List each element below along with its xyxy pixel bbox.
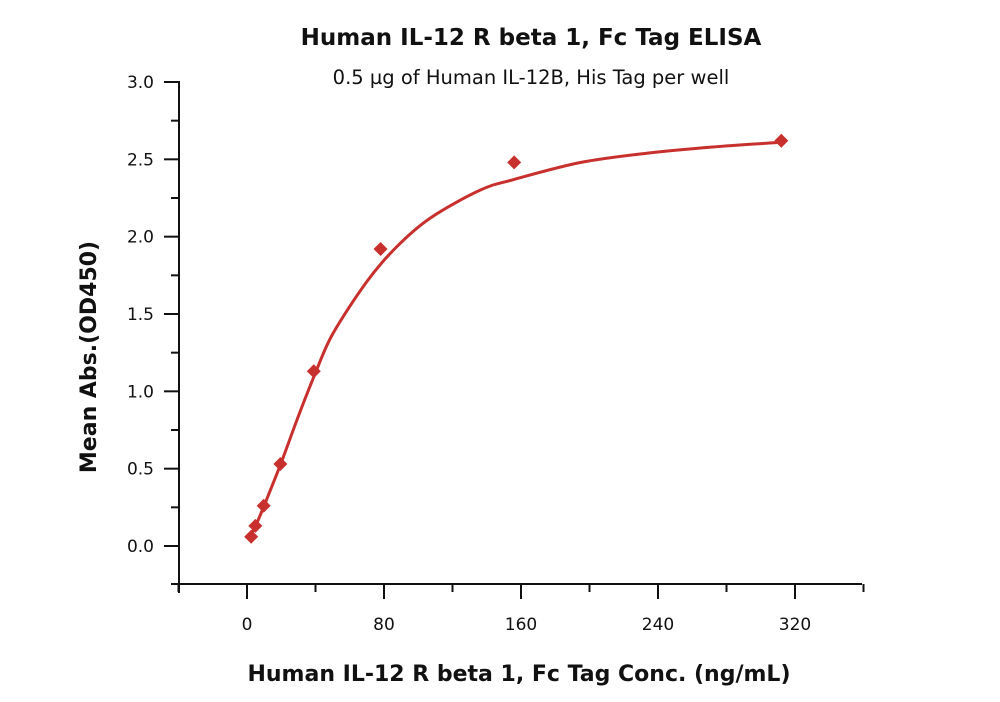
data-points bbox=[244, 133, 789, 544]
y-tick-label: 0.0 bbox=[127, 537, 154, 557]
x-tick-label: 240 bbox=[642, 615, 674, 635]
y-tick-label: 2.5 bbox=[127, 150, 154, 170]
y-tick-label: 0.5 bbox=[127, 460, 154, 480]
chart-title: Human IL-12 R beta 1, Fc Tag ELISA bbox=[301, 25, 762, 51]
data-point-diamond bbox=[306, 364, 321, 379]
y-axis: 0.0 0.5 1.0 1.5 2.0 2.5 3.0 bbox=[127, 73, 180, 593]
x-tick-label: 0 bbox=[242, 615, 253, 635]
y-tick-label: 2.0 bbox=[127, 228, 154, 248]
y-tick-label: 1.5 bbox=[127, 305, 154, 325]
fit-curve bbox=[249, 140, 782, 536]
y-axis-label: Mean Abs.(OD450) bbox=[77, 241, 102, 473]
data-point-diamond bbox=[248, 518, 263, 533]
y-tick-label: 3.0 bbox=[127, 73, 154, 93]
data-point-diamond bbox=[273, 457, 288, 472]
x-axis-label: Human IL-12 R beta 1, Fc Tag Conc. (ng/m… bbox=[247, 662, 790, 687]
y-tick-label: 1.0 bbox=[127, 382, 154, 402]
data-point-diamond bbox=[256, 498, 271, 513]
data-point-diamond bbox=[507, 155, 522, 170]
data-point-diamond bbox=[244, 529, 259, 544]
x-tick-label: 160 bbox=[505, 615, 537, 635]
chart-subtitle: 0.5 µg of Human IL-12B, His Tag per well bbox=[333, 66, 730, 89]
data-point-diamond bbox=[373, 242, 388, 257]
x-tick-label: 80 bbox=[373, 615, 395, 635]
x-axis: 0 80 160 240 320 bbox=[171, 583, 865, 635]
x-tick-label: 320 bbox=[779, 615, 811, 635]
data-point-diamond bbox=[774, 133, 789, 148]
